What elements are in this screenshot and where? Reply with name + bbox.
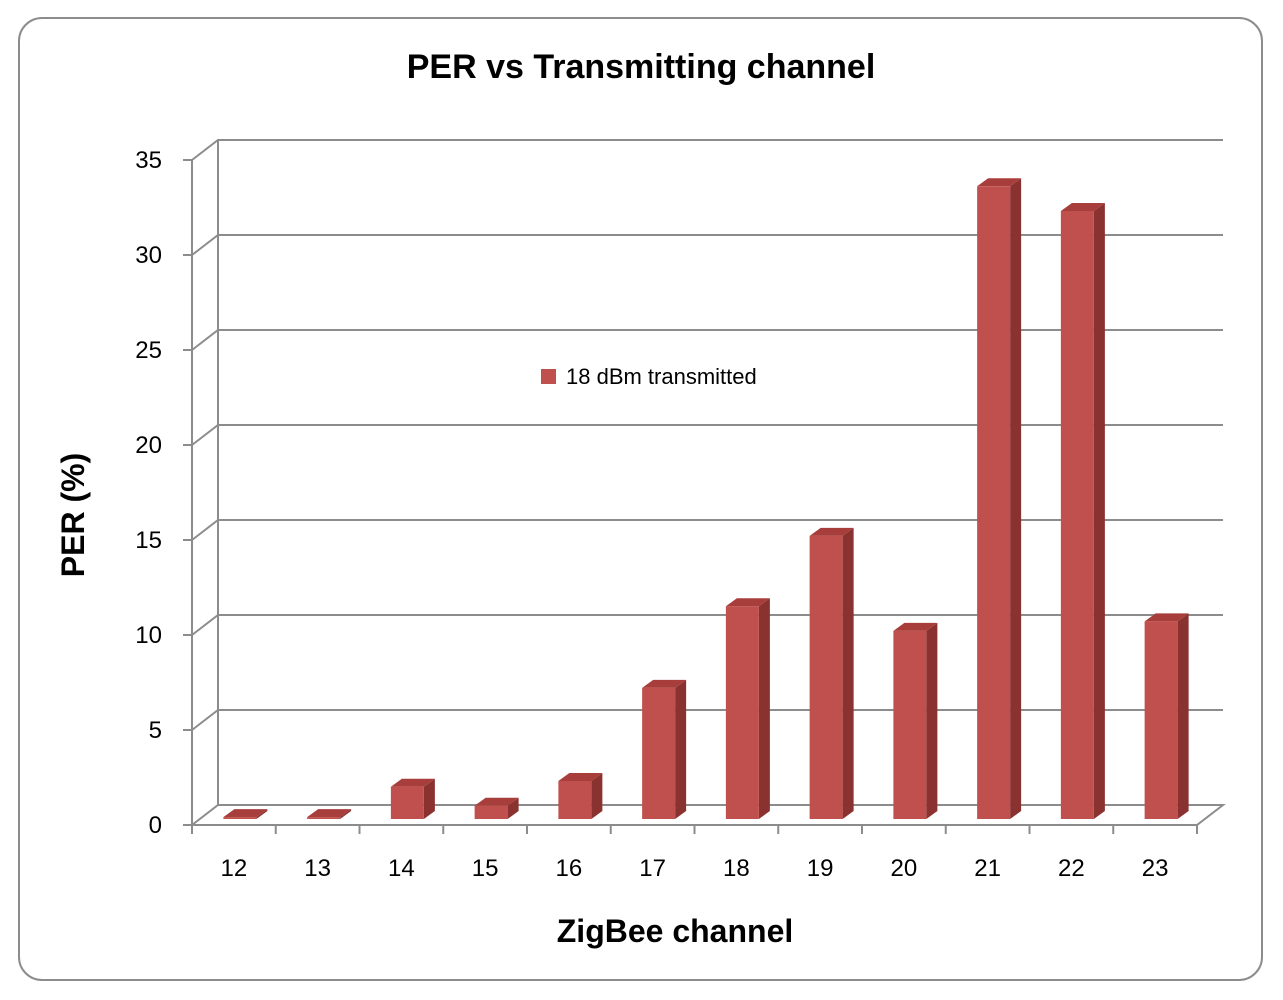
bar [1060,203,1105,819]
gridline [191,614,1223,636]
x-tick-label: 16 [556,855,583,882]
chart-title: PER vs Transmitting channel [407,48,876,86]
x-tick-label: 14 [388,855,415,882]
y-tick-label: 0 [149,812,162,839]
bar-top [307,809,352,818]
bar [642,679,687,819]
bar [558,773,603,819]
gridline [191,234,1223,256]
y-tick-label: 20 [135,432,162,459]
bar [977,178,1022,820]
bar-top [725,598,770,607]
bar-side [256,809,268,819]
x-tick-label: 17 [639,855,666,882]
y-axis-label: PER (%) [55,453,91,577]
gridline [191,139,1223,161]
x-tick-label: 21 [974,855,1001,882]
bar-side [1010,178,1022,820]
bar-top [474,797,519,806]
y-tick-label: 5 [149,717,162,744]
bar-front [390,786,424,819]
bar [725,598,770,819]
bar-front [223,817,257,819]
bar-side [423,778,435,819]
bar-side [926,622,938,819]
gridline [191,519,1223,541]
y-tick-label: 15 [135,527,162,554]
gridline [191,329,1223,351]
bar [1144,613,1189,819]
bar-front [725,606,759,819]
x-tick-labels: 12 13 14 15 16 17 18 19 20 21 22 23 [221,855,1169,882]
x-axis-label: ZigBee channel [557,913,794,949]
axes [183,159,1198,834]
bar [474,797,519,819]
bar [893,622,938,819]
x-tick-label: 18 [723,855,750,882]
bar-top [977,178,1022,187]
x-tick-label: 13 [304,855,331,882]
bar-top [1060,203,1105,211]
bar [223,809,268,819]
bar [307,809,352,819]
gridline [191,424,1223,446]
bar-top [809,527,854,536]
bar-side [758,598,770,819]
gridlines [191,139,1223,731]
x-tick-label: 15 [472,855,499,882]
y-tick-labels: 0 5 10 15 20 25 30 35 [135,147,162,839]
bar-front [1144,621,1178,819]
bars [223,178,1189,820]
bar [390,778,435,819]
bar-top [223,809,268,818]
bar-side [1177,613,1189,819]
bar-front [977,186,1011,820]
x-tick-label: 22 [1058,855,1085,882]
bar-side [842,527,854,819]
y-tick-label: 30 [135,242,162,269]
bar-front [809,535,843,819]
y-tick-label: 35 [135,147,162,174]
gridline [191,709,1223,731]
y-tick-label: 10 [135,622,162,649]
bar-side [591,773,603,819]
bar-side [1093,203,1105,819]
legend-label: 18 dBm transmitted [566,364,757,389]
bar-front [307,817,341,819]
bar-top [558,773,603,781]
bar-side [507,797,519,819]
bar-top [893,622,938,631]
legend-swatch [541,369,556,384]
bar-front [1060,211,1094,819]
bar-front [558,781,592,819]
x-tick-label: 12 [221,855,248,882]
legend: 18 dBm transmitted [541,364,757,389]
bar-top [390,778,435,787]
bar-front [893,630,927,819]
y-tick-label: 25 [135,337,162,364]
bar-front [642,687,676,819]
bar [809,527,854,819]
bar-front [474,805,508,819]
x-tick-label: 20 [891,855,918,882]
bar-side [340,809,352,819]
x-tick-label: 23 [1142,855,1169,882]
bar-top [1144,613,1189,622]
bar-top [642,679,687,688]
bar-side [675,679,687,819]
x-tick-label: 19 [807,855,834,882]
